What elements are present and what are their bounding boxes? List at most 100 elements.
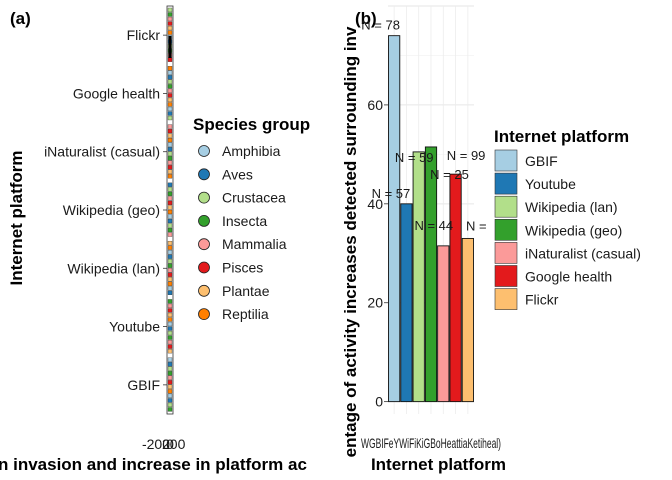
panel-a-bar — [167, 88, 173, 93]
panel-a-bar — [167, 165, 173, 170]
panel-a-bar — [167, 7, 173, 13]
panel-a: (a) GBIF Youtube Wikipedia (lan) Wikipedia … — [0, 5, 310, 474]
panel-b-n-label: N = 25 — [430, 167, 469, 182]
panel-a-bar — [167, 196, 173, 201]
panel-b-n-label: N = 57 — [372, 186, 411, 201]
species-legend-label: Plantae — [222, 283, 270, 299]
platform-legend-title: Internet platform — [494, 127, 629, 146]
panel-a-bar — [167, 263, 173, 268]
panel-a-bar — [167, 124, 173, 129]
platform-legend-label: iNaturalist (casual) — [525, 245, 641, 261]
species-legend-key — [198, 238, 210, 251]
panel-a-y-tick-label: Wikipedia (geo) — [63, 202, 160, 218]
species-legend-key — [198, 168, 210, 181]
panel-a-bar — [167, 93, 173, 98]
panel-a-bar — [167, 66, 173, 71]
panel-b-y-tick-label: 0 — [375, 394, 383, 410]
panel-a-bar — [167, 344, 173, 349]
panel-a-bar — [167, 169, 173, 174]
platform-legend-key — [494, 149, 518, 172]
panel-a-bar — [167, 389, 173, 394]
panel-a-x-axis-title: n invasion and increase in platform ac — [0, 455, 307, 474]
panel-b-x-axis-title: Internet platform — [371, 455, 506, 474]
panel-a-bar — [167, 250, 173, 255]
panel-a-y-axis-title: Internet platform — [7, 150, 26, 285]
panel-a-bar — [167, 16, 173, 22]
panel-a-bar — [167, 312, 173, 318]
panel-a-bar — [167, 223, 173, 228]
species-legend-key — [198, 214, 210, 227]
panel-b-y-tick-label: 60 — [367, 97, 383, 113]
platform-legend-label: Wikipedia (geo) — [525, 222, 622, 238]
panel-a-bar — [167, 286, 173, 291]
panel-b-n-label: N = 78 — [361, 18, 400, 33]
platform-legend-label: Flickr — [525, 292, 559, 308]
species-legend-label: Mammalia — [222, 236, 287, 252]
species-legend-label: Reptilia — [222, 306, 269, 322]
panel-a-bar — [167, 402, 173, 408]
platform-legend-label: Wikipedia (lan) — [525, 199, 618, 215]
panel-a-bar — [167, 209, 173, 215]
platform-legend-key — [494, 265, 518, 287]
panel-a-bar — [167, 375, 173, 380]
panel-a-bar — [167, 137, 173, 143]
panel-a-bar — [167, 25, 173, 31]
panel-a-bar — [167, 277, 173, 282]
panel-a-bar — [167, 321, 173, 327]
panel-a-bar — [167, 398, 173, 403]
species-legend: Amphibia Aves Crustacea Insecta Mammalia Pisc… — [198, 143, 287, 322]
panel-a-bar — [167, 111, 173, 116]
panel-a-bar — [167, 133, 173, 138]
panel-a-x-tick-label: 0 — [166, 436, 174, 452]
species-legend-label: Aves — [222, 166, 253, 182]
panel-a-bar — [167, 349, 173, 354]
panel-b-n-label: N = — [466, 218, 487, 233]
panel-b-n-labels: N = 78 N = 57 N = 59 N = 25 N = 44 N = 99 N = — [361, 18, 486, 234]
panel-a-x-tick-label: 200 — [162, 436, 186, 452]
panel-a-bar — [167, 102, 173, 107]
panel-a-bar — [167, 75, 173, 80]
species-legend-label: Pisces — [222, 260, 263, 276]
panel-a-bar — [167, 174, 173, 179]
panel-a-bar — [167, 142, 173, 147]
panel-a-bar — [167, 380, 173, 385]
panel-a-x-tick-label: -200 — [142, 436, 170, 452]
panel-b-bar — [412, 151, 425, 403]
species-legend-key — [198, 284, 210, 297]
panel-a-bar — [167, 339, 173, 345]
panel-b-y-axis-title: entage of activity increases detected su… — [341, 26, 360, 457]
species-legend-title: Species group — [193, 115, 310, 134]
panel-a-bar — [167, 30, 173, 35]
panel-a-bar — [167, 245, 173, 250]
panel-a-y-tick-label: GBIF — [127, 377, 160, 393]
panel-a-bar — [167, 362, 173, 367]
species-legend-key — [198, 191, 210, 204]
panel-a-bar — [167, 115, 173, 121]
panel-a-bar — [167, 200, 173, 206]
panel-b-x-tick-labels: WGBIFeYWiFiKiGBoHeattiaKetiheal) — [361, 435, 501, 451]
panel-a-bar — [167, 160, 173, 165]
platform-legend-label: Google health — [525, 269, 612, 285]
panel-b-bar — [400, 203, 413, 403]
panel-b-y-tick-label: 20 — [367, 295, 383, 311]
panel-a-bar — [167, 79, 173, 84]
species-legend-key — [198, 261, 210, 274]
panel-a-bar — [167, 151, 173, 156]
species-legend-label: Crustacea — [222, 190, 286, 206]
panel-a-bar — [167, 357, 173, 362]
platform-legend-key — [494, 288, 518, 310]
panel-a-bar — [167, 191, 173, 196]
panel-a-bar — [167, 205, 173, 210]
panel-a-bar — [167, 303, 173, 309]
panel-a-bar — [167, 290, 173, 295]
platform-legend: GBIF Youtube Wikipedia (lan) Wikipedia (geo… — [494, 149, 641, 310]
panel-a-bar — [167, 308, 173, 313]
panel-a-tag: (a) — [10, 9, 31, 28]
panel-a-bar — [167, 240, 173, 246]
panel-a-bar — [167, 12, 173, 17]
panel-a-bar — [167, 259, 173, 264]
platform-legend-key — [494, 219, 518, 241]
panel-a-bar — [167, 366, 173, 371]
panel-a-y-tick-label: Google health — [73, 85, 160, 101]
